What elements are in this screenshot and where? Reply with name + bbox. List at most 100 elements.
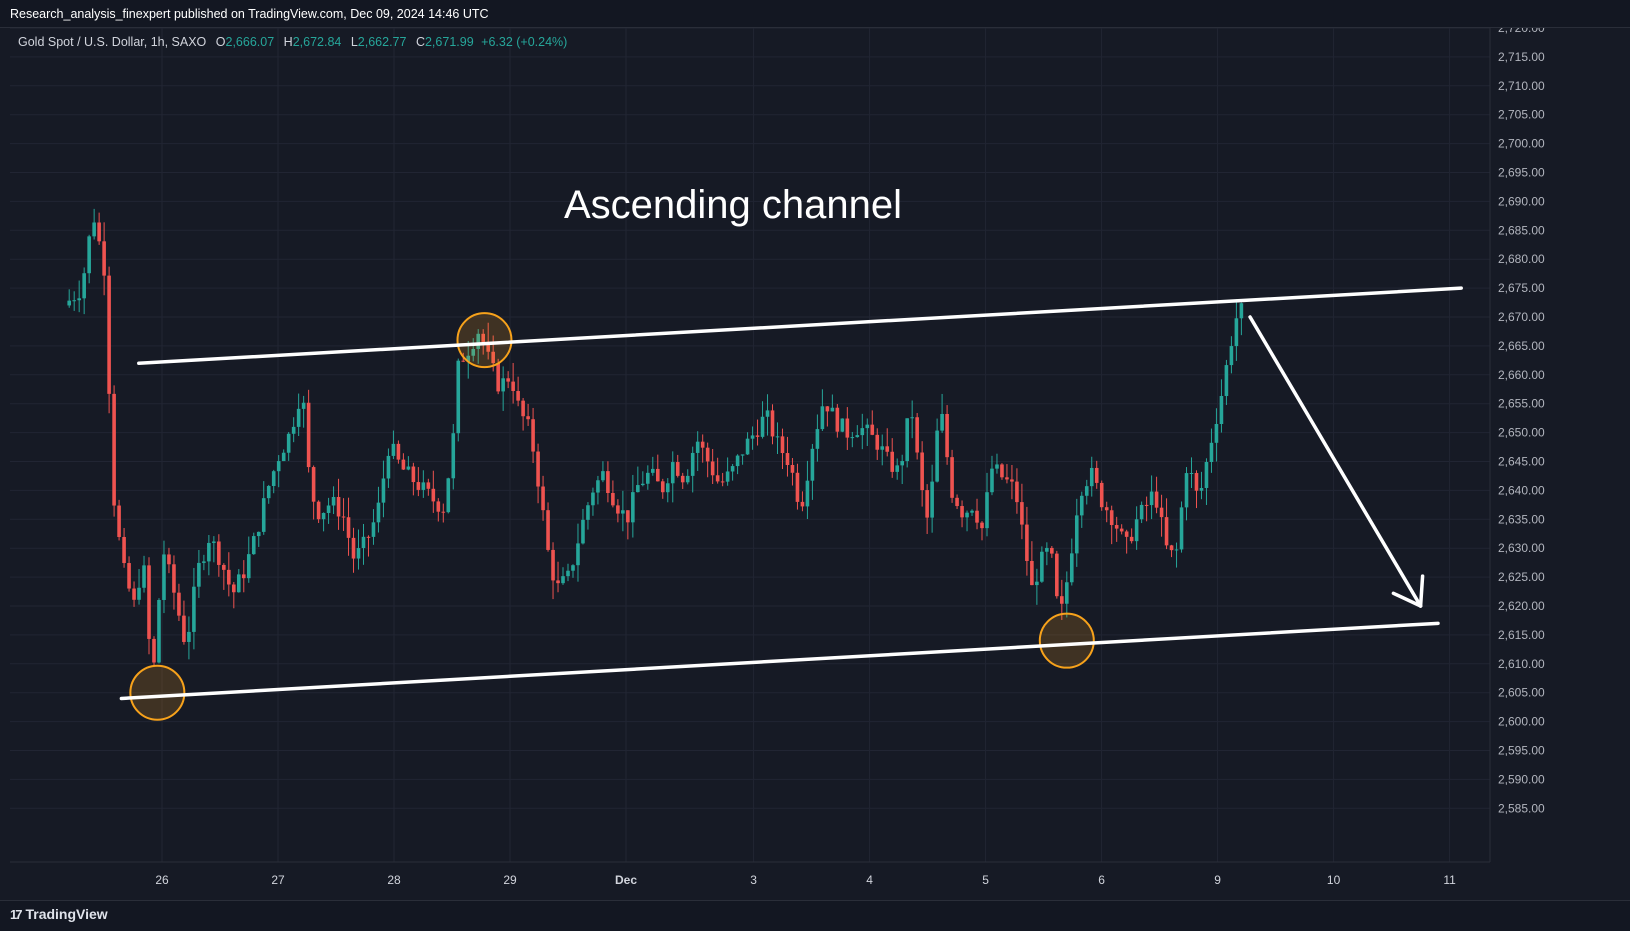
candle-body bbox=[536, 451, 540, 487]
candle-body bbox=[1069, 553, 1074, 583]
candle-body bbox=[152, 638, 156, 663]
candle-body bbox=[665, 483, 670, 493]
candle-body bbox=[1124, 531, 1129, 537]
y-tick-label: 2,660.00 bbox=[1498, 368, 1545, 382]
candle-body bbox=[506, 378, 510, 382]
open-value: 2,666.07 bbox=[225, 35, 275, 49]
candle-body bbox=[441, 511, 446, 513]
candle-body bbox=[306, 402, 311, 468]
candle-body bbox=[232, 584, 236, 593]
candle-body bbox=[207, 542, 211, 562]
candle-body bbox=[770, 410, 775, 437]
candle-body bbox=[636, 485, 640, 493]
x-tick-label: 4 bbox=[866, 873, 873, 887]
candle-body bbox=[451, 433, 456, 479]
candle-body bbox=[805, 480, 810, 507]
candle-body bbox=[446, 478, 451, 513]
candle-body bbox=[1089, 467, 1094, 487]
candle-body bbox=[631, 492, 635, 523]
candle-body bbox=[72, 300, 76, 302]
y-tick-label: 2,665.00 bbox=[1498, 339, 1545, 353]
x-tick-label: 10 bbox=[1327, 873, 1341, 887]
candle-body bbox=[97, 222, 101, 242]
touch-point-circle bbox=[1038, 612, 1095, 669]
symbol-legend[interactable]: Gold Spot / U.S. Dollar, 1h, SAXO O2,666… bbox=[18, 35, 567, 49]
x-tick-label: 11 bbox=[1443, 873, 1456, 887]
y-tick-label: 2,615.00 bbox=[1498, 628, 1545, 642]
candle-body bbox=[1015, 481, 1019, 503]
candle-body bbox=[790, 465, 795, 473]
y-tick-label: 2,685.00 bbox=[1498, 223, 1545, 237]
y-tick-label: 2,650.00 bbox=[1498, 426, 1545, 440]
high-label: H bbox=[283, 35, 293, 49]
candle-body bbox=[112, 393, 116, 506]
x-tick-label: Dec bbox=[615, 873, 637, 887]
tradingview-brand[interactable]: 17 TradingView bbox=[10, 906, 108, 922]
candle-body bbox=[401, 459, 406, 470]
candle-body bbox=[67, 300, 71, 306]
candle-body bbox=[860, 428, 865, 436]
candle-body bbox=[586, 505, 590, 520]
candle-body bbox=[675, 462, 680, 476]
candle-body bbox=[286, 433, 291, 453]
candle-body bbox=[680, 475, 685, 483]
candle-body bbox=[1129, 536, 1134, 542]
candle-body bbox=[456, 360, 461, 434]
candle-body bbox=[626, 510, 630, 523]
candle-body bbox=[281, 452, 286, 462]
candle-body bbox=[107, 275, 111, 394]
candle-body bbox=[192, 586, 196, 632]
candle-body bbox=[1184, 473, 1189, 508]
candle-body bbox=[1005, 477, 1009, 480]
candle-body bbox=[1035, 581, 1039, 586]
candle-body bbox=[556, 580, 560, 584]
candle-body bbox=[1119, 528, 1124, 532]
candle-body bbox=[371, 522, 376, 537]
candle-body bbox=[840, 418, 845, 432]
candle-body bbox=[546, 510, 550, 550]
channel-lower-line bbox=[119, 621, 1440, 701]
candle-body bbox=[142, 565, 146, 588]
candle-body bbox=[1174, 549, 1179, 551]
candle-body bbox=[501, 378, 505, 392]
candle-body bbox=[1114, 525, 1119, 529]
candle-body bbox=[710, 461, 715, 476]
candle-body bbox=[775, 436, 780, 438]
candle-body bbox=[820, 406, 825, 430]
candle-body bbox=[1030, 560, 1034, 586]
candle-body bbox=[606, 471, 610, 493]
open-label: O bbox=[215, 35, 226, 49]
candle-body bbox=[256, 531, 261, 537]
candle-body bbox=[177, 592, 181, 616]
candle-body bbox=[361, 536, 366, 549]
candle-body bbox=[436, 501, 441, 512]
low-value: 2,662.77 bbox=[357, 35, 407, 49]
touch-point-circle bbox=[456, 312, 513, 369]
y-tick-label: 2,705.00 bbox=[1498, 108, 1545, 122]
plot-area bbox=[10, 28, 1490, 862]
candle-body bbox=[271, 471, 276, 487]
candle-body bbox=[900, 461, 904, 466]
candle-body bbox=[845, 418, 850, 438]
y-tick-label: 2,710.00 bbox=[1498, 79, 1545, 93]
candle-body bbox=[576, 543, 580, 566]
candle-body bbox=[187, 631, 191, 642]
x-tick-label: 3 bbox=[750, 873, 757, 887]
candle-body bbox=[745, 438, 750, 455]
candle-body bbox=[780, 436, 785, 454]
candle-body bbox=[890, 451, 895, 472]
candle-body bbox=[1040, 551, 1044, 582]
arrow-shaft bbox=[1248, 315, 1423, 608]
candle-body bbox=[581, 519, 585, 544]
candle-body bbox=[1204, 462, 1209, 488]
candle-body bbox=[750, 435, 755, 439]
candle-body bbox=[690, 452, 695, 476]
y-tick-label: 2,605.00 bbox=[1498, 686, 1545, 700]
candle-body bbox=[291, 426, 296, 434]
candle-body bbox=[266, 486, 271, 499]
candle-body bbox=[995, 464, 999, 469]
y-tick-label: 2,690.00 bbox=[1498, 194, 1545, 208]
footer-bar bbox=[0, 900, 1630, 931]
y-tick-label: 2,695.00 bbox=[1498, 166, 1545, 180]
